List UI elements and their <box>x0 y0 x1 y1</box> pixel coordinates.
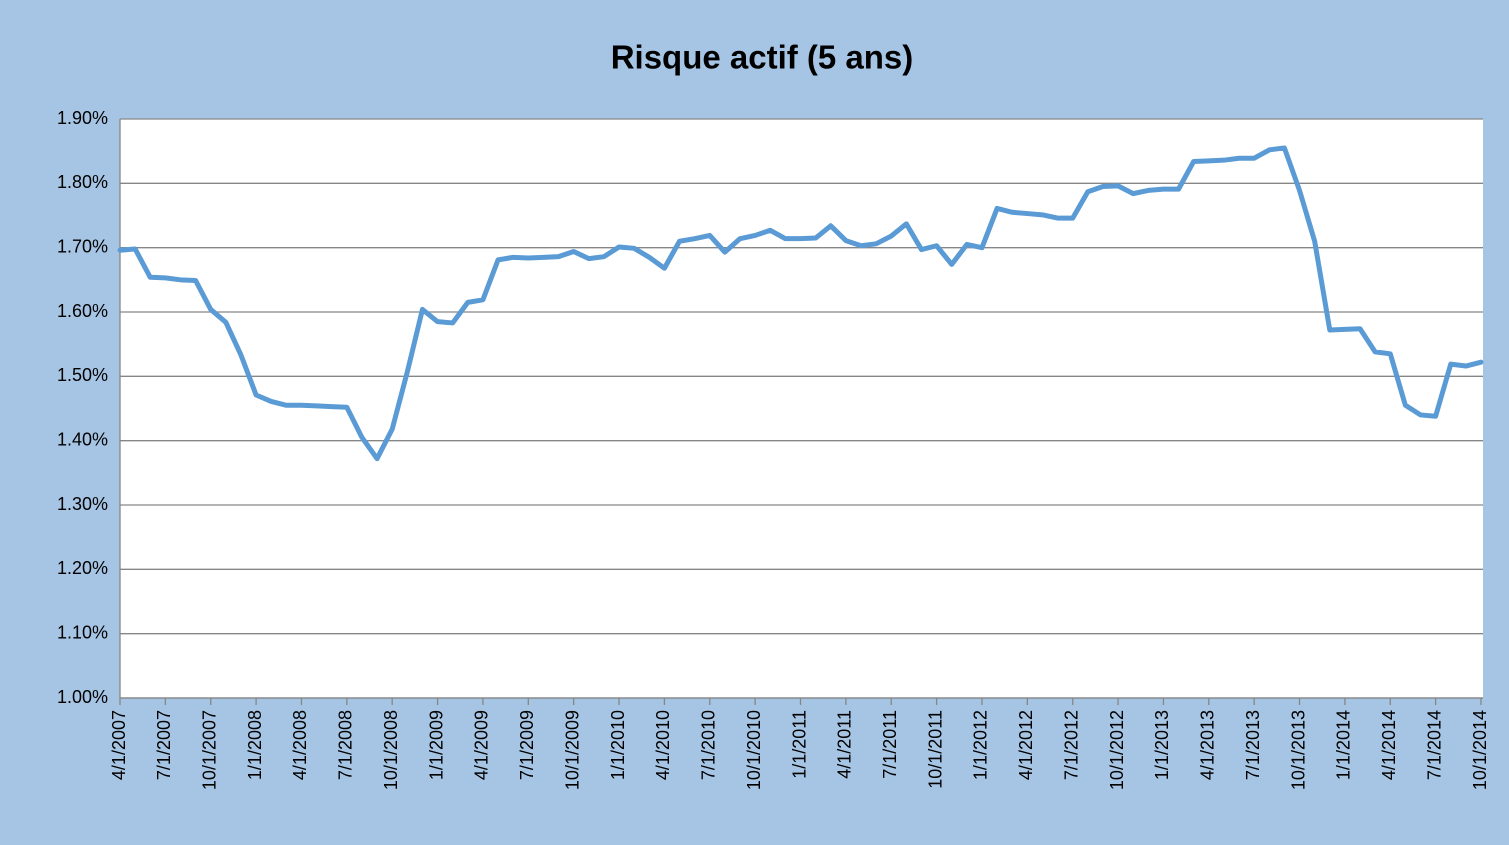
x-tick-label: 4/1/2010 <box>653 710 673 780</box>
y-tick-label: 1.20% <box>57 558 108 578</box>
x-tick-label: 4/1/2011 <box>835 710 855 779</box>
y-tick-label: 1.00% <box>57 687 108 707</box>
x-tick-label: 4/1/2009 <box>472 710 492 780</box>
x-tick-label: 1/1/2013 <box>1152 710 1172 780</box>
x-tick-label: 10/1/2010 <box>744 710 764 790</box>
y-tick-label: 1.40% <box>57 429 108 449</box>
y-tick-label: 1.30% <box>57 494 108 514</box>
x-tick-label: 10/1/2012 <box>1107 710 1127 790</box>
x-tick-label: 1/1/2009 <box>426 710 446 780</box>
x-tick-label: 10/1/2009 <box>562 710 582 790</box>
x-tick-label: 10/1/2014 <box>1470 710 1490 790</box>
x-tick-label: 1/1/2012 <box>971 710 991 780</box>
x-tick-label: 4/1/2013 <box>1198 710 1218 780</box>
x-tick-label: 10/1/2008 <box>381 710 401 790</box>
x-tick-label: 7/1/2008 <box>336 710 356 780</box>
x-tick-label: 4/1/2012 <box>1016 710 1036 780</box>
x-tick-label: 10/1/2013 <box>1288 710 1308 790</box>
x-tick-label: 7/1/2007 <box>154 710 174 780</box>
x-tick-label: 7/1/2013 <box>1243 710 1263 780</box>
x-tick-label: 7/1/2011 <box>880 710 900 779</box>
x-tick-label: 7/1/2009 <box>517 710 537 780</box>
y-tick-label: 1.80% <box>57 172 108 192</box>
x-tick-label: 1/1/2014 <box>1334 710 1354 780</box>
x-tick-label: 10/1/2011 <box>925 710 945 789</box>
x-tick-label: 7/1/2012 <box>1061 710 1081 780</box>
y-tick-label: 1.10% <box>57 622 108 642</box>
x-tick-label: 1/1/2008 <box>245 710 265 780</box>
x-tick-label: 4/1/2014 <box>1379 710 1399 780</box>
x-tick-label: 10/1/2007 <box>199 710 219 790</box>
x-tick-label: 4/1/2007 <box>109 710 129 780</box>
data-line <box>117 145 1484 462</box>
y-tick-label: 1.70% <box>57 236 108 256</box>
y-tick-label: 1.50% <box>57 365 108 385</box>
y-tick-label: 1.60% <box>57 301 108 321</box>
x-tick-label: 1/1/2010 <box>608 710 628 780</box>
y-tick-label: 1.90% <box>57 108 108 128</box>
x-tick-label: 4/1/2008 <box>290 710 310 780</box>
x-tick-label: 7/1/2014 <box>1424 710 1444 780</box>
x-tick-label: 7/1/2010 <box>699 710 719 780</box>
x-tick-label: 1/1/2011 <box>789 710 809 779</box>
chart-title: Risque actif (5 ans) <box>611 39 914 76</box>
